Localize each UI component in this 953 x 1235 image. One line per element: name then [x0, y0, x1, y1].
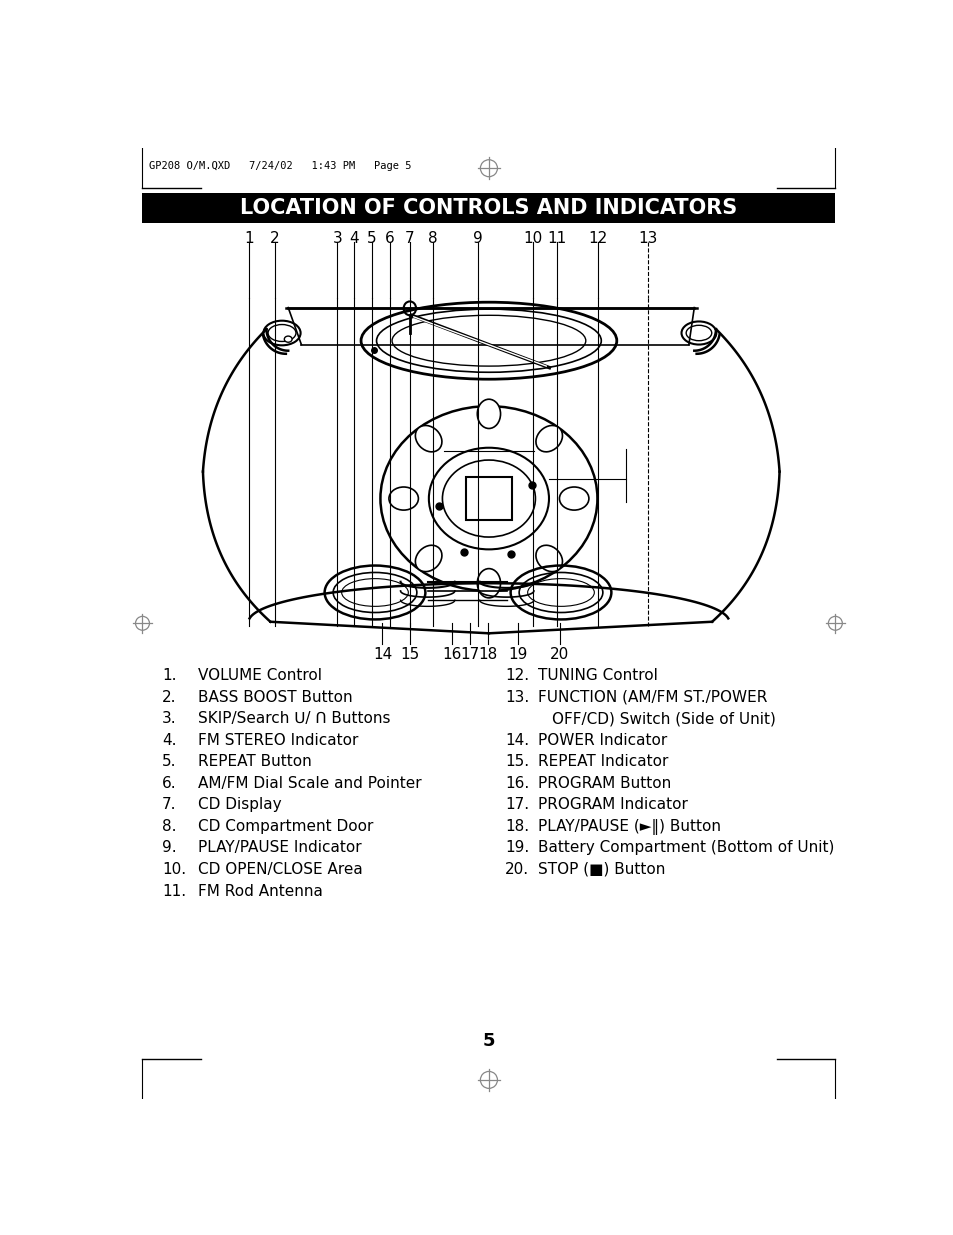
Text: 7: 7: [405, 231, 415, 246]
Text: REPEAT Button: REPEAT Button: [198, 755, 312, 769]
Text: 3.: 3.: [162, 711, 176, 726]
Text: 1.: 1.: [162, 668, 176, 683]
Text: 10.: 10.: [162, 862, 186, 877]
Text: 10: 10: [523, 231, 542, 246]
Text: 14.: 14.: [505, 732, 529, 747]
Text: 13: 13: [638, 231, 657, 246]
Ellipse shape: [429, 448, 548, 550]
Text: 20: 20: [550, 647, 569, 662]
Ellipse shape: [536, 546, 562, 572]
Text: 2: 2: [270, 231, 279, 246]
Text: FM Rod Antenna: FM Rod Antenna: [198, 883, 323, 899]
Text: 5: 5: [367, 231, 376, 246]
Ellipse shape: [415, 426, 441, 452]
Text: 16.: 16.: [505, 776, 529, 790]
Text: 20.: 20.: [505, 862, 529, 877]
Text: CD Display: CD Display: [198, 798, 282, 813]
Ellipse shape: [442, 461, 535, 537]
Text: CD OPEN/CLOSE Area: CD OPEN/CLOSE Area: [198, 862, 363, 877]
Text: CD Compartment Door: CD Compartment Door: [198, 819, 374, 834]
Text: 8: 8: [428, 231, 437, 246]
Text: 7.: 7.: [162, 798, 176, 813]
Text: 4: 4: [349, 231, 358, 246]
Text: PLAY/PAUSE Indicator: PLAY/PAUSE Indicator: [198, 841, 361, 856]
Text: LOCATION OF CONTROLS AND INDICATORS: LOCATION OF CONTROLS AND INDICATORS: [240, 198, 737, 217]
Ellipse shape: [284, 336, 292, 342]
Text: 19: 19: [508, 647, 528, 662]
Ellipse shape: [476, 568, 500, 598]
Text: FUNCTION (AM/FM ST./POWER: FUNCTION (AM/FM ST./POWER: [537, 689, 766, 704]
Text: 15: 15: [399, 647, 419, 662]
Ellipse shape: [476, 399, 500, 429]
Text: 6: 6: [385, 231, 395, 246]
Text: 16: 16: [442, 647, 461, 662]
Ellipse shape: [415, 546, 441, 572]
Bar: [142, 193, 835, 222]
Text: OFF/CD) Switch (Side of Unit): OFF/CD) Switch (Side of Unit): [551, 711, 775, 726]
Text: FM STEREO Indicator: FM STEREO Indicator: [198, 732, 358, 747]
Bar: [465, 478, 512, 520]
Ellipse shape: [558, 487, 588, 510]
Text: 11.: 11.: [162, 883, 186, 899]
Text: 8.: 8.: [162, 819, 176, 834]
Text: STOP (■) Button: STOP (■) Button: [537, 862, 664, 877]
Text: SKIP/Search ᑌ/ ᑎ Buttons: SKIP/Search ᑌ/ ᑎ Buttons: [198, 711, 391, 726]
Text: 13.: 13.: [505, 689, 529, 704]
Text: 5: 5: [482, 1032, 495, 1050]
Text: 18: 18: [478, 647, 497, 662]
Text: 11: 11: [547, 231, 566, 246]
Text: PROGRAM Button: PROGRAM Button: [537, 776, 670, 790]
Text: 15.: 15.: [505, 755, 529, 769]
Text: 9.: 9.: [162, 841, 176, 856]
Text: BASS BOOST Button: BASS BOOST Button: [198, 689, 353, 704]
Text: 19.: 19.: [505, 841, 529, 856]
Text: 12.: 12.: [505, 668, 529, 683]
Text: 4.: 4.: [162, 732, 176, 747]
Text: PLAY/PAUSE (►‖) Button: PLAY/PAUSE (►‖) Button: [537, 819, 720, 835]
Text: 2.: 2.: [162, 689, 176, 704]
Text: 6.: 6.: [162, 776, 176, 790]
Text: 9: 9: [473, 231, 482, 246]
Text: Battery Compartment (Bottom of Unit): Battery Compartment (Bottom of Unit): [537, 841, 833, 856]
Text: 14: 14: [373, 647, 392, 662]
Text: PROGRAM Indicator: PROGRAM Indicator: [537, 798, 687, 813]
Text: 17: 17: [459, 647, 478, 662]
Text: 5.: 5.: [162, 755, 176, 769]
Text: AM/FM Dial Scale and Pointer: AM/FM Dial Scale and Pointer: [198, 776, 421, 790]
Text: TUNING Control: TUNING Control: [537, 668, 657, 683]
Text: 17.: 17.: [505, 798, 529, 813]
Text: VOLUME Control: VOLUME Control: [198, 668, 322, 683]
Text: POWER Indicator: POWER Indicator: [537, 732, 666, 747]
Text: 12: 12: [588, 231, 607, 246]
Text: 18.: 18.: [505, 819, 529, 834]
Ellipse shape: [536, 426, 562, 452]
Ellipse shape: [389, 487, 418, 510]
Text: 3: 3: [333, 231, 342, 246]
Text: REPEAT Indicator: REPEAT Indicator: [537, 755, 667, 769]
Text: GP208 O/M.QXD   7/24/02   1:43 PM   Page 5: GP208 O/M.QXD 7/24/02 1:43 PM Page 5: [149, 161, 411, 170]
Text: 1: 1: [244, 231, 253, 246]
